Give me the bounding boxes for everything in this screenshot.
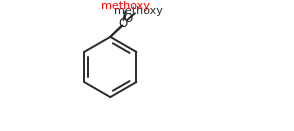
Text: O: O (123, 12, 133, 25)
Text: methoxy: methoxy (101, 1, 150, 10)
Text: O: O (119, 17, 128, 30)
Text: methoxy: methoxy (114, 6, 163, 15)
